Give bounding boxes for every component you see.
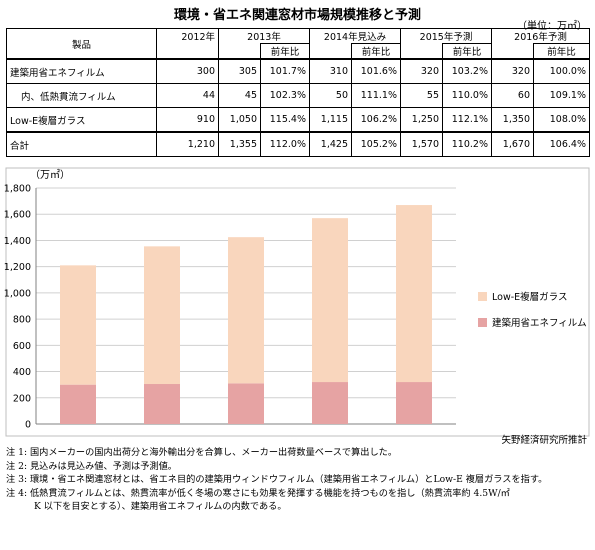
note-line: 注 3: 環境・省エネ関連窓材とは、省エネ目的の建築用ウィンドウフィルム（建築用… bbox=[6, 474, 548, 485]
cell-value: 910 bbox=[156, 107, 219, 133]
bar-lowe-glass bbox=[60, 265, 96, 385]
bar-film bbox=[144, 384, 180, 424]
row-label: 内、低熱貫流フィルム bbox=[6, 83, 157, 108]
cell-yoy: 101.6% bbox=[351, 58, 401, 84]
cell-yoy: 112.1% bbox=[442, 107, 492, 133]
bar-lowe-glass bbox=[312, 218, 348, 383]
table-row: Low-E複層ガラス 910 1,050 115.4% 1,115 106.2%… bbox=[6, 107, 590, 133]
page-title: 環境・省エネ関連窓材市場規模推移と予測 bbox=[173, 8, 421, 23]
source-note: 矢野経済研究所推計 bbox=[501, 435, 587, 446]
cell-value: 1,670 bbox=[491, 131, 534, 157]
stacked-bar-chart: 0 200 400 600 800 1,000 1,200 1,400 1,600 1,800 （万… bbox=[4, 167, 590, 437]
chart-frame bbox=[5, 167, 590, 437]
header-year: 2013年 bbox=[218, 28, 310, 44]
note-line: K 以下を目安とする）、建築用省エネフィルムの内数である。 bbox=[34, 501, 287, 512]
bar-film bbox=[312, 382, 348, 424]
header-yoy: 前年比 bbox=[351, 43, 401, 60]
cell-value: 320 bbox=[491, 58, 534, 84]
cell-value: 50 bbox=[309, 83, 352, 108]
cell-value: 60 bbox=[491, 83, 534, 108]
y-axis-label: （万㎡） bbox=[30, 169, 70, 181]
cell-value: 1,250 bbox=[400, 107, 443, 133]
header-product: 製品 bbox=[6, 28, 157, 60]
y-tick-label: 0 bbox=[25, 420, 31, 431]
header-year: 2014年見込み bbox=[309, 28, 401, 44]
legend-label: 建築用省エネフィルム bbox=[492, 317, 587, 329]
header-yoy: 前年比 bbox=[442, 43, 492, 60]
cell-yoy: 110.0% bbox=[442, 83, 492, 108]
header-yoy: 前年比 bbox=[533, 43, 590, 60]
bar-film bbox=[396, 382, 432, 424]
legend-label: Low-E複層ガラス bbox=[492, 291, 567, 303]
cell-yoy: 106.2% bbox=[351, 107, 401, 133]
header-year: 2012年 bbox=[156, 28, 219, 44]
y-tick-label: 1,400 bbox=[4, 236, 31, 247]
cell-value: 55 bbox=[400, 83, 443, 108]
notes-block: 矢野経済研究所推計 注 1: 国内メーカーの国内出荷分と海外輸出分を合算し、メー… bbox=[6, 435, 591, 514]
cell-value: 1,050 bbox=[218, 107, 261, 133]
table-row-total: 合計 1,210 1,355 112.0% 1,425 105.2% 1,570… bbox=[6, 131, 590, 157]
header-year: 2016年予測 bbox=[491, 28, 590, 44]
cell-value: 1,570 bbox=[400, 131, 443, 157]
cell-yoy: 105.2% bbox=[351, 131, 401, 157]
cell-value: 44 bbox=[156, 83, 219, 108]
cell-value: 305 bbox=[218, 58, 261, 84]
cell-yoy: 102.3% bbox=[260, 83, 310, 108]
note-line: 注 2: 見込みは見込み値、予測は予測値。 bbox=[6, 460, 177, 472]
y-tick-label: 1,200 bbox=[4, 262, 31, 273]
header-year: 2015年予測 bbox=[400, 28, 492, 44]
legend-swatch bbox=[478, 318, 487, 327]
y-tick-label: 400 bbox=[13, 367, 31, 378]
note-line: 注 1: 国内メーカーの国内出荷分と海外輸出分を合算し、メーカー出荷数量ベースで… bbox=[6, 447, 398, 458]
cell-value: 1,210 bbox=[156, 131, 219, 157]
bar-film bbox=[60, 384, 96, 424]
bar-lowe-glass bbox=[396, 205, 432, 383]
table-header-row: 製品 2012年 2013年 2014年見込み 2015年予測 2016年予測 bbox=[6, 28, 590, 60]
cell-value: 320 bbox=[400, 58, 443, 84]
row-label: 建築用省エネフィルム bbox=[6, 58, 157, 84]
cell-yoy: 100.0% bbox=[533, 58, 590, 84]
note-line: 注 4: 低熱貫流フィルムとは、熱貫流率が低く冬場の寒さにも効果を発揮する機能を… bbox=[6, 487, 510, 499]
y-tick-label: 600 bbox=[13, 341, 31, 352]
cell-yoy: 110.2% bbox=[442, 131, 492, 157]
market-table: 製品 2012年 2013年 2014年見込み 2015年予測 2016年予測 … bbox=[6, 28, 590, 157]
row-label: 合計 bbox=[6, 131, 157, 157]
cell-yoy: 115.4% bbox=[260, 107, 310, 133]
y-tick-label: 1,000 bbox=[4, 288, 31, 299]
row-label: Low-E複層ガラス bbox=[6, 107, 157, 133]
cell-yoy: 103.2% bbox=[442, 58, 492, 84]
bar-film bbox=[228, 383, 264, 424]
y-tick-label: 1,800 bbox=[4, 184, 31, 195]
y-tick-label: 200 bbox=[13, 393, 31, 404]
cell-yoy: 112.0% bbox=[260, 131, 310, 157]
table-row: 建築用省エネフィルム 300 305 101.7% 310 101.6% 320… bbox=[6, 58, 590, 84]
cell-yoy: 106.4% bbox=[533, 131, 590, 157]
cell-yoy: 111.1% bbox=[351, 83, 401, 108]
header-yoy: 前年比 bbox=[260, 43, 310, 60]
unit-label: （単位：万㎡） bbox=[517, 21, 587, 32]
cell-yoy: 101.7% bbox=[260, 58, 310, 84]
cell-value: 1,355 bbox=[218, 131, 261, 157]
cell-value: 300 bbox=[156, 58, 219, 84]
legend-swatch bbox=[478, 292, 487, 301]
cell-value: 310 bbox=[309, 58, 352, 84]
cell-yoy: 108.0% bbox=[533, 107, 590, 133]
table-row: 内、低熱貫流フィルム 44 45 102.3% 50 111.1% 55 110… bbox=[6, 83, 590, 108]
y-tick-label: 1,600 bbox=[4, 210, 31, 221]
cell-value: 1,115 bbox=[309, 107, 352, 133]
y-tick-label: 800 bbox=[13, 315, 31, 326]
cell-value: 1,350 bbox=[491, 107, 534, 133]
cell-yoy: 109.1% bbox=[533, 83, 590, 108]
cell-value: 1,425 bbox=[309, 131, 352, 157]
cell-value: 45 bbox=[218, 83, 261, 108]
bar-lowe-glass bbox=[228, 237, 264, 384]
bar-lowe-glass bbox=[144, 246, 180, 385]
